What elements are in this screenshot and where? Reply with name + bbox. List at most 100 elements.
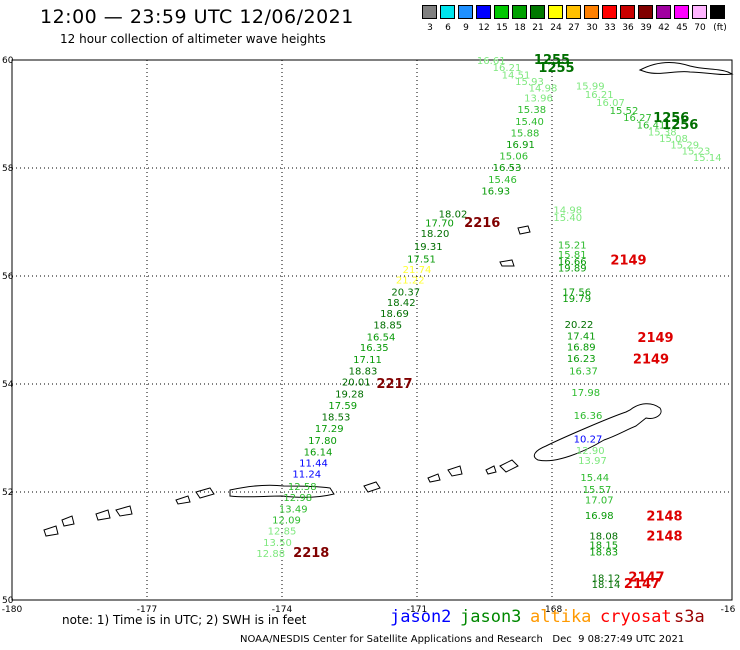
island-5 xyxy=(363,481,381,493)
island-7 xyxy=(175,495,191,505)
wave-height-label: 17.98 xyxy=(571,388,600,399)
scale-swatch xyxy=(620,5,635,19)
scale-label: 15 xyxy=(496,23,508,33)
wave-height-label: 18.08 xyxy=(589,532,618,543)
wave-height-label: 18.20 xyxy=(421,229,450,240)
scale-unit: (ft) xyxy=(713,23,727,33)
pass-id-label: 2149 xyxy=(633,352,669,367)
wave-height-label: 11.44 xyxy=(299,459,328,470)
wave-height-label: 18.02 xyxy=(439,210,468,221)
wave-height-label: 15.29 xyxy=(670,141,699,152)
lon-tick-label: -16 xyxy=(721,605,736,615)
wave-height-label: 17.70 xyxy=(425,218,454,229)
wave-height-label: 15.21 xyxy=(558,240,587,251)
lat-tick-label: 56 xyxy=(2,272,14,282)
ne-diagonal-track: 15.9916.2116.0715.5216.2716.4115.3815.08… xyxy=(576,82,722,164)
coastline xyxy=(43,62,734,537)
wave-height-label: 15.99 xyxy=(576,82,605,93)
wave-height-label: 16.35 xyxy=(360,343,389,354)
wave-height-label: 14.98 xyxy=(529,83,558,94)
footer-credit: NOAA/NESDIS Center for Satellite Applica… xyxy=(240,634,543,645)
st-paul-island xyxy=(517,225,531,235)
wave-height-label: 15.44 xyxy=(580,473,609,484)
scale-label: 70 xyxy=(694,23,706,33)
scale-label: 21 xyxy=(532,23,544,33)
lat-tick-label: 52 xyxy=(2,488,13,498)
satellite-legend-cryosat: cryosat xyxy=(600,607,672,627)
island-9 xyxy=(95,509,111,521)
wave-height-label: 18.12 xyxy=(592,574,621,585)
scale-swatch xyxy=(674,5,689,19)
scale-swatch xyxy=(602,5,617,19)
wave-height-label: 18.14 xyxy=(592,580,621,591)
wave-height-label: 19.79 xyxy=(562,294,591,305)
wave-height-label: 20.22 xyxy=(565,320,594,331)
map-subtitle: 12 hour collection of altimeter wave hei… xyxy=(60,32,326,46)
wave-height-label: 12.58 xyxy=(288,482,317,493)
wave-height-label: 17.41 xyxy=(567,332,596,343)
wave-height-label: 15.23 xyxy=(682,147,711,158)
wave-height-label: 15.08 xyxy=(659,134,688,145)
wave-height-label: 15.81 xyxy=(558,250,587,261)
scale-label: 9 xyxy=(463,23,469,33)
wave-height-label: 19.28 xyxy=(335,390,364,401)
lon-tick-label: -171 xyxy=(407,605,427,615)
scale-label: 6 xyxy=(445,23,451,33)
wave-height-label: 11.24 xyxy=(292,469,321,480)
map-title: 12:00 — 23:59 UTC 12/06/2021 xyxy=(40,6,354,28)
wave-height-label: 15.14 xyxy=(693,153,722,164)
wave-height-label: 17.80 xyxy=(308,436,337,447)
scale-swatch xyxy=(512,5,527,19)
wave-height-label: 17.56 xyxy=(562,287,591,298)
pass-id-label: 2147 xyxy=(628,571,664,586)
pass-id-label: 2217 xyxy=(376,377,412,392)
wave-height-label: 15.88 xyxy=(511,129,540,140)
island-8 xyxy=(115,505,133,517)
pass-id-label: 2148 xyxy=(646,510,682,525)
pass-id-label: 1255 xyxy=(534,53,570,68)
scale-swatch xyxy=(476,5,491,19)
wave-height-label: 12.88 xyxy=(256,549,285,560)
wave-height-label: 12.98 xyxy=(283,493,312,504)
wave-height-label: 20.37 xyxy=(391,287,420,298)
satellite-legend-jason2: jason2 xyxy=(390,607,452,627)
island-6 xyxy=(195,487,215,499)
wave-height-label: 18.83 xyxy=(589,548,618,559)
wave-height-label: 16.21 xyxy=(493,63,522,74)
wave-height-label: 18.42 xyxy=(387,298,416,309)
island-10 xyxy=(61,515,75,527)
scale-swatch xyxy=(440,5,455,19)
wave-height-label: 15.52 xyxy=(610,106,639,117)
wave-height-label: 15.40 xyxy=(553,213,582,224)
wave-height-label: 15.57 xyxy=(583,485,612,496)
scale-label: 42 xyxy=(658,23,670,33)
scale-swatch xyxy=(710,5,725,19)
wave-height-label: 12.85 xyxy=(268,527,297,538)
wave-height-label: 15.38 xyxy=(517,105,546,116)
wave-height-label: 19.31 xyxy=(414,242,443,253)
scale-label: 27 xyxy=(568,23,580,33)
wave-height-label: 16.93 xyxy=(481,186,510,197)
scale-label: 45 xyxy=(676,23,688,33)
wave-height-label: 16.23 xyxy=(567,354,596,365)
pass-id-label: 2149 xyxy=(610,254,646,269)
wave-height-label: 17.51 xyxy=(407,255,436,266)
wave-height-label: 10.27 xyxy=(574,434,603,445)
wave-height-label: 12.90 xyxy=(576,446,605,457)
wave-height-label: 16.41 xyxy=(637,121,666,132)
wave-height-label: 16.14 xyxy=(304,447,333,458)
wave-height-label: 20.01 xyxy=(342,378,371,389)
wave-height-label: 18.53 xyxy=(322,413,351,424)
scale-swatch xyxy=(656,5,671,19)
island-2 xyxy=(485,465,497,475)
wave-height-label: 19.89 xyxy=(558,264,587,275)
lat-tick-label: 54 xyxy=(2,380,14,390)
scale-swatch xyxy=(548,5,563,19)
wave-height-label: 17.29 xyxy=(315,424,344,435)
wave-height-label: 16.21 xyxy=(585,90,614,101)
scale-label: 18 xyxy=(514,23,526,33)
